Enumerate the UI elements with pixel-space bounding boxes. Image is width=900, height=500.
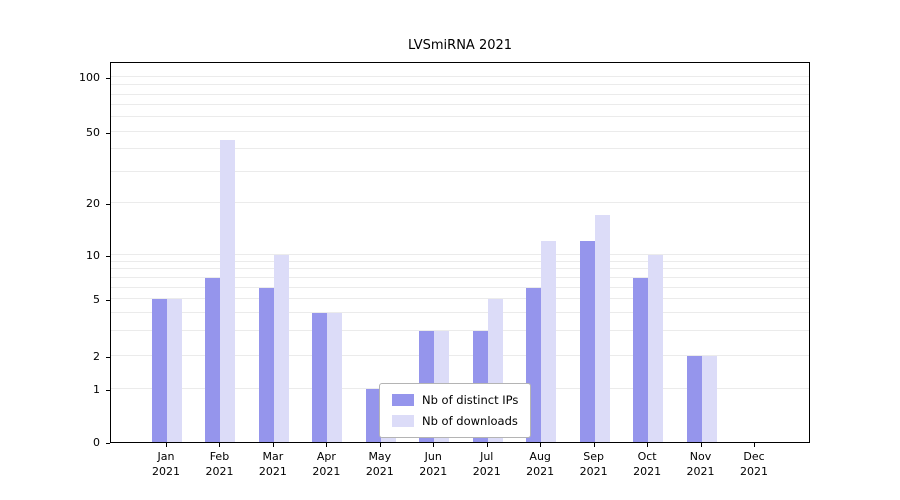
y-tick-label: 100	[79, 71, 100, 84]
legend-row-downloads: Nb of downloads	[392, 414, 518, 428]
y-tick-label: 2	[93, 349, 100, 363]
bar-downloads	[541, 241, 557, 442]
y-tick-mark	[106, 255, 110, 257]
x-tick-mark	[272, 443, 274, 447]
x-tick-mark	[540, 443, 542, 447]
gridline	[111, 202, 809, 204]
bar-downloads	[220, 140, 236, 442]
y-tick-mark	[106, 443, 110, 444]
legend-label-downloads: Nb of downloads	[422, 414, 518, 428]
bar-distinct-ips	[205, 277, 221, 442]
y-tick-label: 0	[93, 436, 100, 449]
y-tick-mark	[106, 390, 110, 392]
x-tick-label: Mar 2021	[258, 450, 287, 478]
gridline	[111, 116, 809, 118]
y-tick-label: 5	[93, 293, 100, 307]
legend-label-distinct-ips: Nb of distinct IPs	[422, 393, 519, 407]
x-tick-label: Dec 2021	[740, 450, 768, 478]
bar-downloads	[701, 355, 717, 442]
gridline	[111, 311, 809, 313]
gridline	[111, 298, 809, 300]
y-tick-mark	[106, 78, 110, 79]
y-tick-mark	[106, 356, 110, 358]
x-tick-label: Apr 2021	[312, 450, 341, 478]
bar-distinct-ips	[258, 287, 274, 442]
gridline	[111, 286, 809, 288]
y-tick-label: 20	[86, 197, 100, 211]
gridline	[111, 130, 809, 132]
gridline	[111, 170, 809, 172]
bar-distinct-ips	[686, 355, 702, 442]
bar-distinct-ips	[579, 241, 595, 442]
y-tick-label: 50	[86, 125, 100, 139]
y-tick-label: 10	[86, 248, 100, 262]
x-tick-mark	[379, 443, 381, 447]
legend: Nb of distinct IPs Nb of downloads	[379, 383, 532, 438]
gridline	[111, 93, 809, 95]
legend-swatch-downloads-icon	[392, 415, 414, 427]
bar-downloads	[594, 215, 610, 442]
x-tick-mark	[700, 443, 702, 447]
x-tick-mark	[647, 443, 649, 447]
y-tick-label: 1	[93, 383, 100, 397]
x-tick-mark	[166, 443, 167, 447]
x-tick-label: Sep 2021	[579, 450, 608, 478]
y-tick-mark	[106, 204, 110, 206]
x-tick-label: Jun 2021	[419, 450, 448, 478]
gridline	[111, 260, 809, 262]
gridline	[111, 253, 809, 255]
bar-distinct-ips	[633, 277, 649, 442]
y-tick-mark	[106, 300, 110, 302]
gridline	[111, 354, 809, 356]
x-tick-label: Jan 2021	[152, 450, 180, 478]
legend-row-distinct-ips: Nb of distinct IPs	[392, 393, 518, 407]
x-tick-label: Feb 2021	[205, 450, 234, 478]
legend-swatch-ips-icon	[392, 394, 414, 406]
x-tick-mark	[754, 443, 755, 447]
bar-distinct-ips	[312, 312, 328, 442]
gridline	[111, 84, 809, 86]
plot-area: Nb of distinct IPs Nb of downloads	[110, 62, 810, 443]
x-tick-mark	[219, 443, 221, 447]
x-tick-mark	[593, 443, 595, 447]
x-tick-label: Nov 2021	[686, 450, 715, 478]
gridline	[111, 276, 809, 278]
gridline	[111, 148, 809, 150]
gridline	[111, 268, 809, 270]
x-tick-label: Jul 2021	[472, 450, 501, 478]
bar-downloads	[167, 299, 182, 442]
x-tick-mark	[326, 443, 328, 447]
y-tick-mark	[106, 132, 110, 134]
gridline	[111, 76, 809, 78]
gridline	[111, 329, 809, 331]
bar-downloads	[327, 312, 343, 442]
bar-distinct-ips	[365, 389, 381, 442]
x-tick-mark	[486, 443, 488, 447]
x-tick-label: Aug 2021	[526, 450, 555, 478]
bar-distinct-ips	[152, 299, 167, 442]
gridline	[111, 104, 809, 106]
x-tick-label: May 2021	[365, 450, 394, 478]
x-tick-mark	[433, 443, 435, 447]
bar-downloads	[273, 254, 289, 442]
bar-downloads	[648, 254, 664, 442]
x-tick-label: Oct 2021	[633, 450, 662, 478]
chart-title: LVSmiRNA 2021	[407, 38, 513, 53]
